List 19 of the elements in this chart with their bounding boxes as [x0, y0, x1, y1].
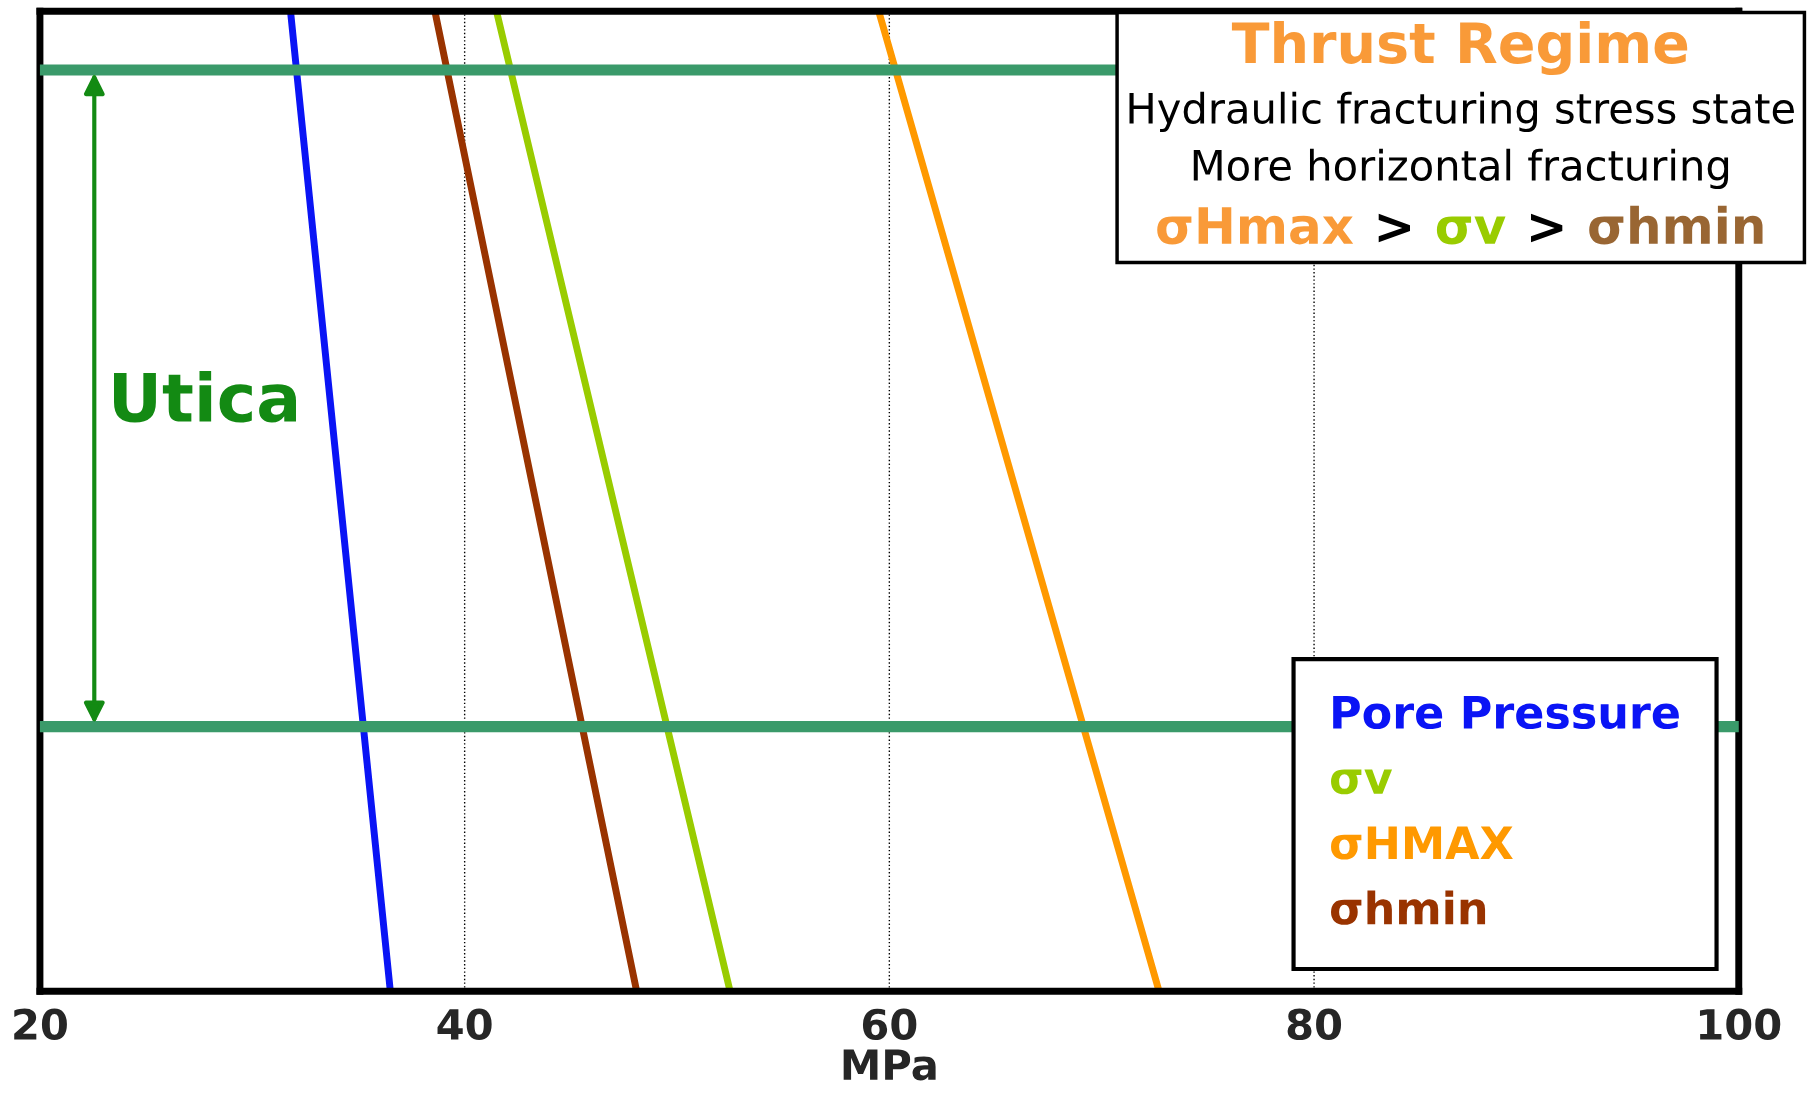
annotation: >: [1378, 213, 1410, 243]
x-axis-title: MPa: [843, 1049, 936, 1081]
text: σHMAX: [1331, 826, 1513, 860]
x-tick-label: 80: [1287, 1008, 1342, 1041]
text: σhmin: [1331, 890, 1486, 925]
x-tick-label: 60: [862, 1008, 917, 1041]
annotation: σhmin: [1589, 205, 1763, 245]
text: Pore Pressure: [1333, 696, 1679, 730]
text: σv: [1331, 769, 1393, 795]
x-tick-label: 40: [437, 1008, 492, 1041]
annotation: σv: [1436, 216, 1506, 245]
x-tick-label: 100: [1699, 1008, 1781, 1041]
annotation: Hydraulic fracturing stress state: [1129, 91, 1794, 133]
annotation: More horizontal fracturing: [1193, 148, 1729, 190]
annotation: σHmax: [1157, 207, 1354, 245]
annotation: Utica: [114, 370, 297, 423]
annotation: Thrust Regime: [1231, 20, 1688, 76]
x-tick-label: 20: [14, 1008, 67, 1041]
annotation: >: [1531, 213, 1563, 243]
